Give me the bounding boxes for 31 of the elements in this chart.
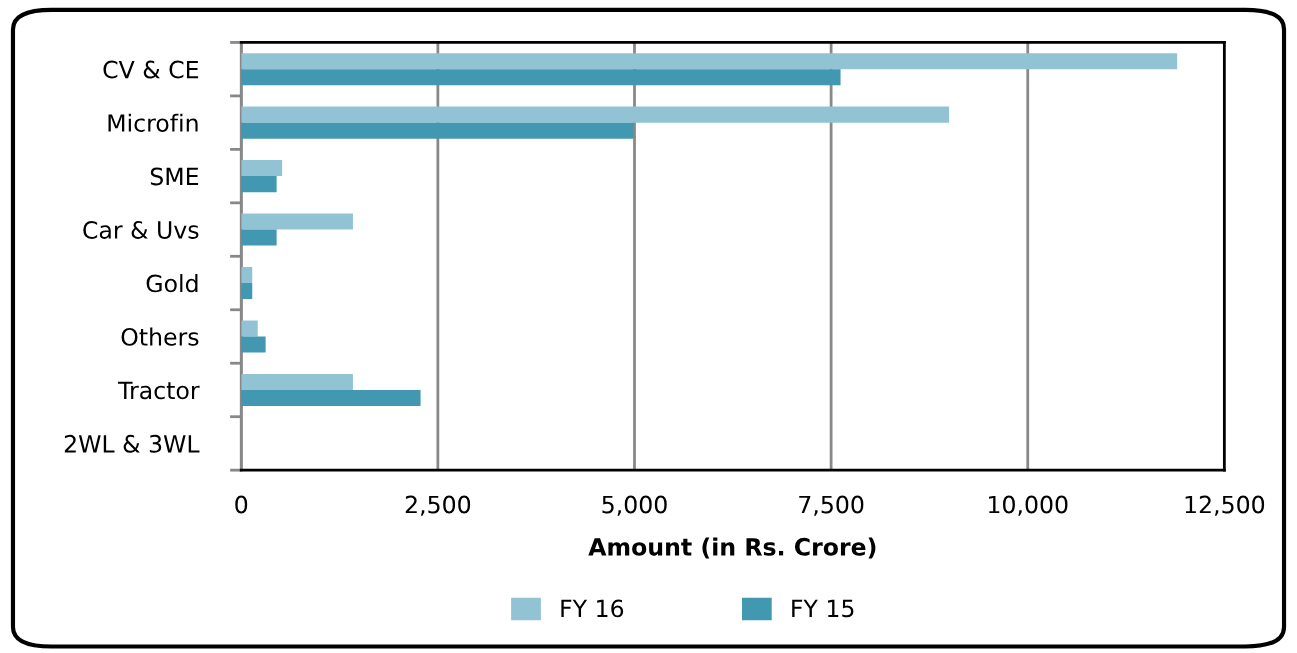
bar — [241, 229, 277, 246]
x-axis-title: Amount (in Rs. Crore) — [588, 537, 876, 559]
y-tick-label: Microfin — [108, 113, 198, 132]
bar — [241, 320, 258, 337]
legend-label: FY 15 — [792, 599, 854, 618]
bar — [241, 106, 950, 123]
x-tick-label: 12,500 — [1185, 495, 1265, 516]
bar — [241, 122, 634, 139]
bar — [241, 336, 266, 353]
bar — [241, 176, 277, 193]
bar — [241, 160, 283, 177]
y-tick-label: Car & Uvs — [83, 221, 199, 239]
y-tick-label: 2WL & 3WL — [64, 434, 200, 453]
y-tick-label: CV & CE — [103, 60, 199, 79]
legend-label: FY 16 — [561, 599, 624, 618]
x-tick-label: 0 — [235, 495, 248, 514]
bar — [241, 389, 421, 406]
x-tick-label: 10,000 — [989, 495, 1068, 516]
x-tick-label: 7,500 — [799, 495, 864, 516]
y-tick-label: Tractor — [118, 381, 200, 400]
bar — [241, 69, 841, 86]
y-tick-label: Gold — [146, 274, 198, 293]
bar — [241, 267, 253, 284]
x-tick-label: 2,500 — [405, 495, 471, 516]
bar — [241, 373, 353, 390]
y-tick-label: Others — [121, 327, 199, 346]
bar — [241, 213, 353, 230]
bar — [241, 283, 253, 300]
bar — [241, 53, 1178, 70]
y-tick-label: SME — [150, 167, 199, 186]
x-tick-label: 5,000 — [602, 495, 667, 516]
